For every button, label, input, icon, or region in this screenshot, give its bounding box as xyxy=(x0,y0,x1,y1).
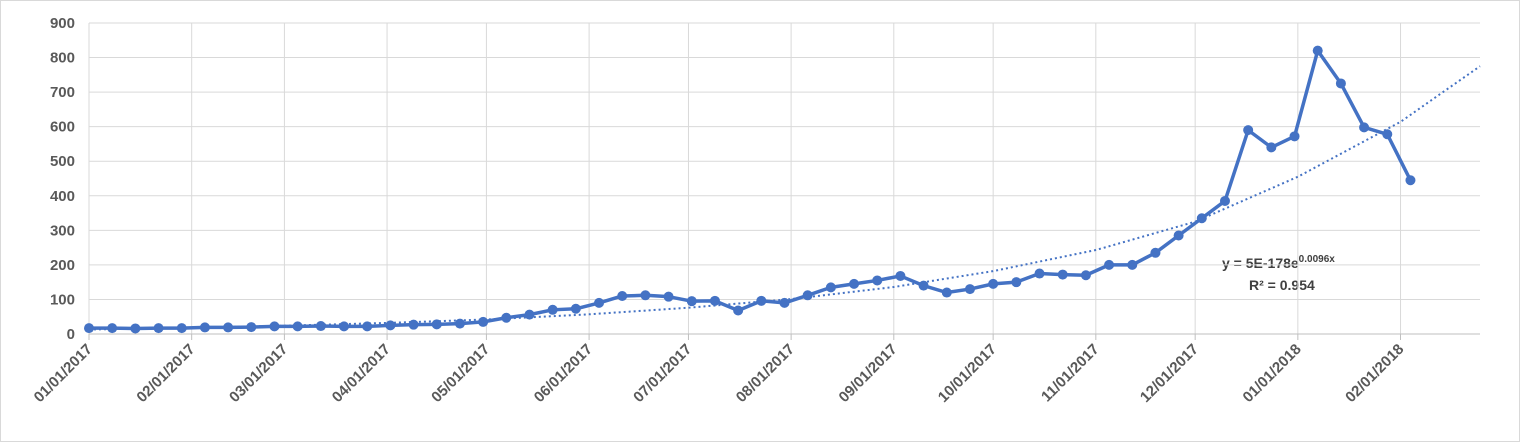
marker xyxy=(1289,131,1300,142)
marker xyxy=(1011,277,1022,288)
marker xyxy=(176,323,187,334)
marker xyxy=(524,309,535,320)
y-tick-label: 900 xyxy=(50,15,75,32)
marker xyxy=(246,322,257,333)
marker xyxy=(385,320,396,331)
marker xyxy=(84,323,94,334)
marker xyxy=(1382,129,1393,140)
marker xyxy=(570,303,581,314)
marker xyxy=(872,275,883,286)
marker xyxy=(663,291,674,302)
marker xyxy=(1034,268,1045,279)
y-tick-label: 400 xyxy=(50,188,75,205)
marker xyxy=(1173,230,1184,241)
y-tick-label: 600 xyxy=(50,119,75,136)
marker xyxy=(825,282,836,293)
marker xyxy=(640,290,651,301)
marker xyxy=(547,304,558,315)
grid xyxy=(88,22,1480,335)
exponent: 0.0096x xyxy=(1299,254,1336,265)
marker xyxy=(895,270,906,281)
marker xyxy=(362,321,373,332)
marker xyxy=(918,280,929,291)
marker xyxy=(478,316,489,327)
equation: y = 5E-178e xyxy=(1222,255,1299,271)
marker xyxy=(733,305,744,316)
marker xyxy=(1196,213,1207,224)
marker xyxy=(988,278,999,289)
trend-equation: y = 5E-178e0.0096x xyxy=(1222,254,1335,271)
marker xyxy=(594,297,605,308)
marker xyxy=(1243,125,1254,136)
marker xyxy=(1127,259,1138,270)
marker xyxy=(501,312,512,323)
marker xyxy=(709,295,720,306)
marker xyxy=(1312,45,1323,56)
marker xyxy=(153,323,164,334)
marker xyxy=(1219,195,1230,206)
marker xyxy=(1057,269,1068,280)
marker xyxy=(1266,142,1277,153)
y-tick-label: 500 xyxy=(50,153,75,170)
marker xyxy=(408,319,419,330)
marker xyxy=(802,290,813,301)
marker xyxy=(1150,247,1161,258)
marker xyxy=(617,290,628,301)
marker xyxy=(339,321,350,332)
marker xyxy=(756,295,767,306)
marker xyxy=(1359,122,1370,133)
y-tick-label: 700 xyxy=(50,84,75,101)
r-squared: R² = 0.954 xyxy=(1249,277,1315,293)
y-tick-label: 0 xyxy=(67,326,75,343)
marker xyxy=(315,321,326,332)
marker xyxy=(779,297,790,308)
y-tick-label: 200 xyxy=(50,257,75,274)
marker xyxy=(431,319,442,330)
y-tick-label: 800 xyxy=(50,50,75,67)
marker xyxy=(454,318,465,329)
marker xyxy=(1104,259,1115,270)
marker xyxy=(107,323,118,334)
marker xyxy=(199,322,210,333)
marker xyxy=(941,287,952,298)
marker xyxy=(269,321,280,332)
y-tick-label: 300 xyxy=(50,222,75,239)
marker xyxy=(1335,78,1346,89)
series-line xyxy=(89,48,1413,331)
marker xyxy=(292,321,303,332)
marker xyxy=(964,284,975,295)
marker xyxy=(686,296,697,307)
y-tick-label: 100 xyxy=(50,291,75,308)
marker xyxy=(1080,270,1091,281)
marker xyxy=(1405,175,1416,186)
marker xyxy=(223,322,234,333)
marker xyxy=(130,323,141,334)
marker xyxy=(849,278,860,289)
